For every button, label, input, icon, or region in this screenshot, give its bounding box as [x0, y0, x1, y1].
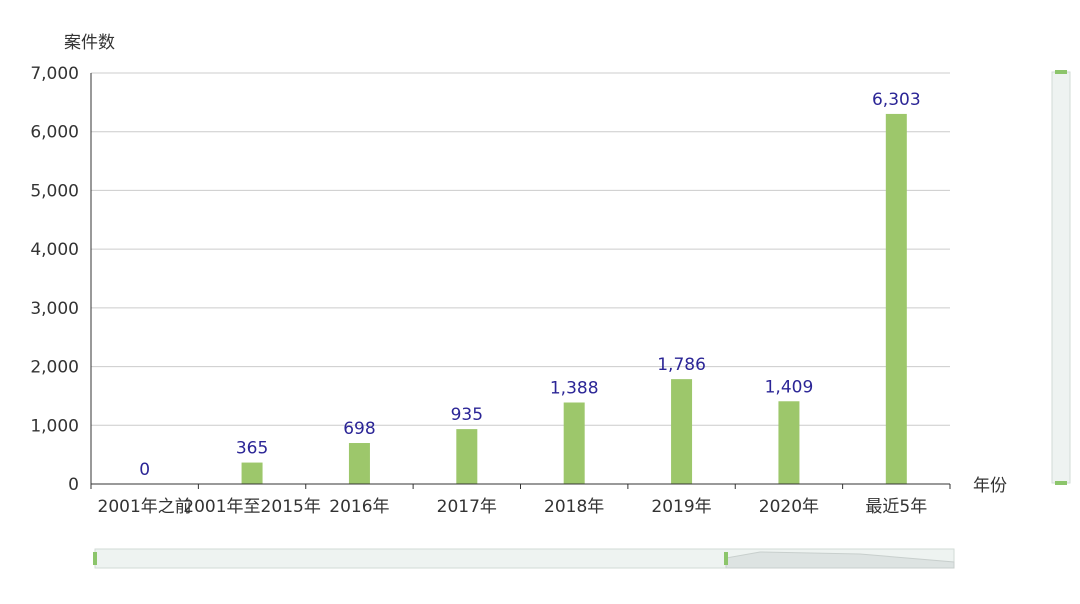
y-tick-label: 3,000 — [30, 299, 79, 319]
bar[interactable] — [456, 429, 478, 484]
data-labels: 0 365 698 935 1,388 1,786 1,409 6,303 — [139, 90, 920, 480]
horizontal-zoom-slider[interactable] — [93, 548, 955, 569]
x-tick-label: 2019年 — [651, 497, 711, 517]
x-axis-title: 年份 — [973, 476, 1007, 496]
bar[interactable] — [885, 113, 907, 484]
vertical-zoom-handle-bottom[interactable] — [1055, 481, 1067, 485]
y-axis-title: 案件数 — [64, 33, 115, 53]
y-tick-label: 5,000 — [30, 181, 79, 201]
data-label: 1,388 — [550, 379, 599, 399]
data-label: 1,409 — [765, 377, 814, 397]
axes — [90, 73, 950, 485]
horizontal-zoom-handle-right[interactable] — [724, 552, 728, 565]
bar[interactable] — [778, 401, 800, 484]
vertical-zoom-slider[interactable] — [1051, 70, 1071, 485]
y-tick-label: 4,000 — [30, 240, 79, 260]
x-tick-label: 2017年 — [437, 497, 497, 517]
x-tick-label: 2001年之前 — [98, 497, 192, 517]
grid-lines — [91, 72, 950, 426]
y-tick-labels: 0 1,000 2,000 3,000 4,000 5,000 6,000 7,000 — [30, 64, 79, 495]
x-tick-label: 2018年 — [544, 497, 604, 517]
data-label: 1,786 — [657, 355, 706, 375]
x-tick-label: 最近5年 — [865, 497, 927, 517]
bar[interactable] — [563, 402, 585, 484]
data-label: 935 — [451, 405, 483, 425]
x-tick-label: 2020年 — [759, 497, 819, 517]
bar[interactable] — [241, 462, 263, 484]
bar[interactable] — [348, 443, 370, 484]
vertical-zoom-handle-top[interactable] — [1055, 70, 1067, 74]
y-tick-label: 6,000 — [30, 123, 79, 143]
vertical-zoom-track[interactable] — [1051, 71, 1071, 484]
y-tick-label: 7,000 — [30, 64, 79, 84]
data-label: 698 — [343, 419, 375, 439]
bars — [241, 113, 907, 484]
horizontal-zoom-handle-left[interactable] — [93, 552, 97, 565]
y-tick-label: 1,000 — [30, 416, 79, 436]
bar[interactable] — [671, 379, 693, 484]
x-tick-label: 2001年至2015年 — [183, 497, 321, 517]
data-label: 365 — [236, 439, 268, 459]
data-label: 0 — [139, 460, 150, 480]
y-tick-label: 0 — [68, 475, 79, 495]
y-tick-label: 2,000 — [30, 358, 79, 378]
data-label: 6,303 — [872, 90, 921, 110]
x-tick-label: 2016年 — [329, 497, 389, 517]
